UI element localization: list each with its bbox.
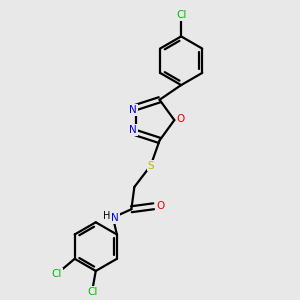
- Text: S: S: [147, 160, 154, 171]
- Text: O: O: [177, 114, 185, 124]
- Text: N: N: [111, 213, 119, 224]
- Text: Cl: Cl: [176, 10, 186, 20]
- Text: O: O: [156, 201, 164, 211]
- Text: N: N: [129, 125, 137, 135]
- Text: Cl: Cl: [88, 287, 98, 297]
- Text: N: N: [129, 105, 137, 115]
- Text: H: H: [103, 211, 110, 221]
- Text: Cl: Cl: [52, 269, 62, 279]
